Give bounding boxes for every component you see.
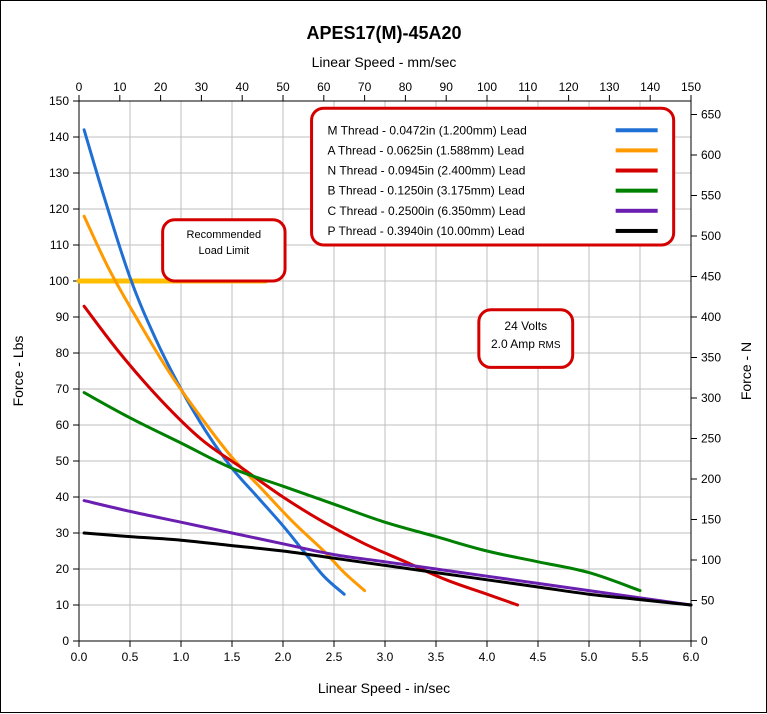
svg-text:0: 0: [76, 80, 83, 94]
svg-text:90: 90: [56, 310, 70, 324]
legend-label: A Thread - 0.0625in (1.588mm) Lead: [328, 143, 525, 157]
svg-text:5.0: 5.0: [581, 650, 598, 664]
svg-text:650: 650: [701, 108, 721, 122]
svg-text:90: 90: [440, 80, 454, 94]
svg-text:40: 40: [236, 80, 250, 94]
svg-text:30: 30: [56, 526, 70, 540]
svg-text:500: 500: [701, 229, 721, 243]
svg-text:0.0: 0.0: [71, 650, 88, 664]
svg-text:140: 140: [640, 80, 660, 94]
chart-title: APES17(M)-45A20: [306, 23, 461, 43]
svg-text:Load Limit: Load Limit: [198, 245, 249, 257]
legend-swatch: [616, 209, 658, 213]
svg-text:130: 130: [599, 80, 619, 94]
svg-text:50: 50: [276, 80, 290, 94]
svg-text:100: 100: [477, 80, 497, 94]
svg-text:80: 80: [399, 80, 413, 94]
svg-text:140: 140: [49, 130, 69, 144]
svg-text:400: 400: [701, 310, 721, 324]
svg-text:20: 20: [154, 80, 168, 94]
axis-left-title: Force - Lbs: [10, 336, 26, 407]
svg-text:0: 0: [62, 634, 69, 648]
svg-text:200: 200: [701, 472, 721, 486]
svg-text:24 Volts: 24 Volts: [504, 319, 547, 333]
legend-swatch: [616, 229, 658, 233]
svg-text:110: 110: [50, 238, 69, 252]
svg-text:10: 10: [113, 80, 127, 94]
legend-swatch: [616, 189, 658, 193]
svg-text:3.0: 3.0: [377, 650, 394, 664]
svg-text:50: 50: [701, 594, 715, 608]
svg-text:150: 150: [701, 513, 721, 527]
svg-text:150: 150: [681, 80, 701, 94]
svg-text:60: 60: [56, 418, 70, 432]
svg-text:70: 70: [358, 80, 372, 94]
legend-swatch: [616, 169, 658, 173]
svg-text:0.5: 0.5: [122, 650, 139, 664]
svg-text:50: 50: [56, 454, 70, 468]
chart-svg: APES17(M)-45A20 Linear Speed - mm/sec Line…: [1, 1, 767, 714]
svg-text:4.0: 4.0: [479, 650, 496, 664]
legend-label: C Thread - 0.2500in (6.350mm) Lead: [328, 204, 526, 218]
svg-text:Recommended: Recommended: [187, 229, 262, 241]
svg-text:80: 80: [56, 346, 70, 360]
svg-text:3.5: 3.5: [428, 650, 445, 664]
svg-text:130: 130: [49, 166, 69, 180]
svg-text:250: 250: [701, 432, 721, 446]
legend-swatch: [616, 148, 658, 152]
svg-text:600: 600: [701, 148, 721, 162]
legend-label: B Thread - 0.1250in (3.175mm) Lead: [328, 184, 525, 198]
svg-text:2.0 Amp RMS: 2.0 Amp RMS: [491, 337, 561, 351]
legend-label: M Thread - 0.0472in (1.200mm) Lead: [328, 123, 527, 137]
svg-text:100: 100: [701, 553, 721, 567]
svg-text:120: 120: [49, 202, 69, 216]
svg-text:550: 550: [701, 189, 721, 203]
svg-text:0: 0: [701, 634, 708, 648]
svg-text:10: 10: [56, 598, 70, 612]
svg-text:300: 300: [701, 391, 721, 405]
chart-frame: APES17(M)-45A20 Linear Speed - mm/sec Line…: [0, 0, 767, 713]
series-N: [84, 306, 517, 605]
legend-label: N Thread - 0.0945in (2.400mm) Lead: [328, 164, 526, 178]
svg-text:2.0: 2.0: [275, 650, 292, 664]
svg-text:110: 110: [518, 80, 537, 94]
axis-top-title: Linear Speed - mm/sec: [312, 54, 457, 70]
svg-text:30: 30: [195, 80, 209, 94]
svg-text:40: 40: [56, 490, 70, 504]
legend: M Thread - 0.0472in (1.200mm) Lead A Thre…: [312, 108, 674, 245]
load-limit-box: Recommended Load Limit: [163, 220, 285, 281]
svg-text:120: 120: [559, 80, 579, 94]
svg-text:350: 350: [701, 351, 721, 365]
legend-label: P Thread - 0.3940in (10.00mm) Lead: [328, 224, 525, 238]
svg-text:1.0: 1.0: [173, 650, 190, 664]
svg-text:60: 60: [317, 80, 331, 94]
axis-right-title: Force - N: [738, 342, 754, 400]
svg-text:4.5: 4.5: [530, 650, 547, 664]
series-M: [84, 130, 344, 594]
svg-text:2.5: 2.5: [326, 650, 343, 664]
svg-text:450: 450: [701, 270, 721, 284]
svg-text:20: 20: [56, 562, 70, 576]
svg-text:100: 100: [49, 274, 69, 288]
svg-text:1.5: 1.5: [224, 650, 241, 664]
legend-swatch: [616, 128, 658, 132]
volts-amp-box: 24 Volts 2.0 Amp RMS: [479, 310, 573, 368]
axis-bottom-title: Linear Speed - in/sec: [318, 680, 450, 696]
svg-text:150: 150: [49, 94, 69, 108]
svg-text:5.5: 5.5: [632, 650, 649, 664]
svg-text:6.0: 6.0: [683, 650, 700, 664]
svg-text:70: 70: [56, 382, 70, 396]
